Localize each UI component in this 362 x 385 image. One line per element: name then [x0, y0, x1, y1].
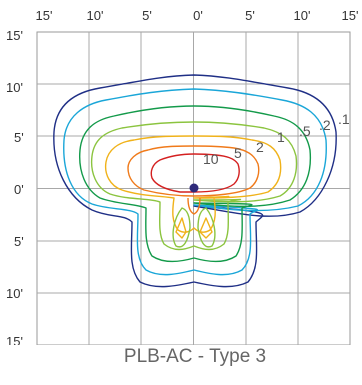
x-tick-label: 15' — [342, 8, 359, 23]
contour-level-5 — [127, 145, 260, 197]
contour-label: 1 — [277, 129, 285, 145]
y-tick-label: 10' — [6, 80, 23, 95]
contour-spine-5 — [187, 197, 201, 215]
contour-lobe-1-right — [197, 207, 216, 248]
y-tick-label: 15' — [6, 334, 23, 345]
x-tick-label: 5' — [142, 8, 152, 23]
contour-label: .2 — [319, 117, 331, 133]
contour-label: .5 — [299, 123, 311, 139]
contour-label: 2 — [256, 139, 264, 155]
y-tick-label: 5' — [14, 234, 24, 249]
y-tick-label: 5' — [14, 130, 24, 145]
contour-label: 10 — [203, 151, 219, 167]
y-tick-label: 0' — [14, 182, 24, 197]
y-tick-label: 10' — [6, 286, 23, 301]
isofootcandle-plot: 15' 10' 5' 0' 5' 10' 15' 15' 10' 5' 0' 5… — [6, 8, 359, 345]
contour-level-1 — [90, 121, 298, 251]
contour-lobe-2-right — [199, 217, 213, 239]
contour-lobe-1-left — [172, 207, 191, 248]
contour-level-0.1 — [53, 74, 337, 288]
contour-level-10 — [150, 153, 240, 193]
contour-level-2 — [104, 135, 282, 233]
chart-title: PLB-AC - Type 3 — [123, 346, 267, 367]
contour-level-0.2 — [63, 88, 327, 276]
x-tick-label: 15' — [36, 8, 53, 23]
contour-label: .1 — [338, 111, 350, 127]
x-tick-label: 10' — [294, 8, 311, 23]
y-tick-label: 15' — [6, 28, 23, 43]
x-tick-label: 10' — [87, 8, 104, 23]
contour-lobe-2-left — [175, 217, 187, 239]
luminaire-marker — [189, 183, 199, 193]
contour-level-0.5 — [79, 105, 312, 263]
x-tick-label: 0' — [193, 8, 203, 23]
contour-label: 5 — [234, 145, 242, 161]
x-tick-label: 5' — [245, 8, 255, 23]
